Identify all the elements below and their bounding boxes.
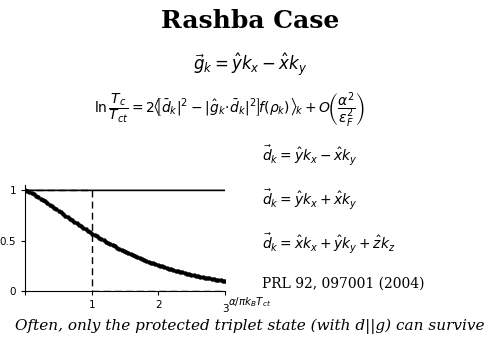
Text: Often, only the protected triplet state (with d||g) can survive: Often, only the protected triplet state …	[15, 318, 484, 334]
Text: $\vec{d}_k = \hat{y}k_x + \hat{x}k_y$: $\vec{d}_k = \hat{y}k_x + \hat{x}k_y$	[262, 187, 358, 211]
Text: $\vec{d}_k = \hat{x}k_x + \hat{y}k_y + \hat{z}k_z$: $\vec{d}_k = \hat{x}k_x + \hat{y}k_y + \…	[262, 231, 396, 255]
Text: $\alpha/\pi k_B T_{ct}$: $\alpha/\pi k_B T_{ct}$	[228, 295, 271, 309]
Text: $\vec{g}_k = \hat{y}k_x - \hat{x}k_y$: $\vec{g}_k = \hat{y}k_x - \hat{x}k_y$	[193, 51, 307, 78]
Text: 3: 3	[222, 304, 228, 314]
Text: $\ln\dfrac{T_c}{T_{ct}} = 2\!\left\langle\!\!\left[\bar{d}_k|^2 - |\hat{g}_k\!\c: $\ln\dfrac{T_c}{T_{ct}} = 2\!\left\langl…	[94, 90, 366, 130]
Text: PRL 92, 097001 (2004): PRL 92, 097001 (2004)	[262, 277, 425, 291]
Text: $\vec{d}_k = \hat{y}k_x - \hat{x}k_y$: $\vec{d}_k = \hat{y}k_x - \hat{x}k_y$	[262, 143, 358, 167]
Text: Rashba Case: Rashba Case	[161, 9, 339, 33]
